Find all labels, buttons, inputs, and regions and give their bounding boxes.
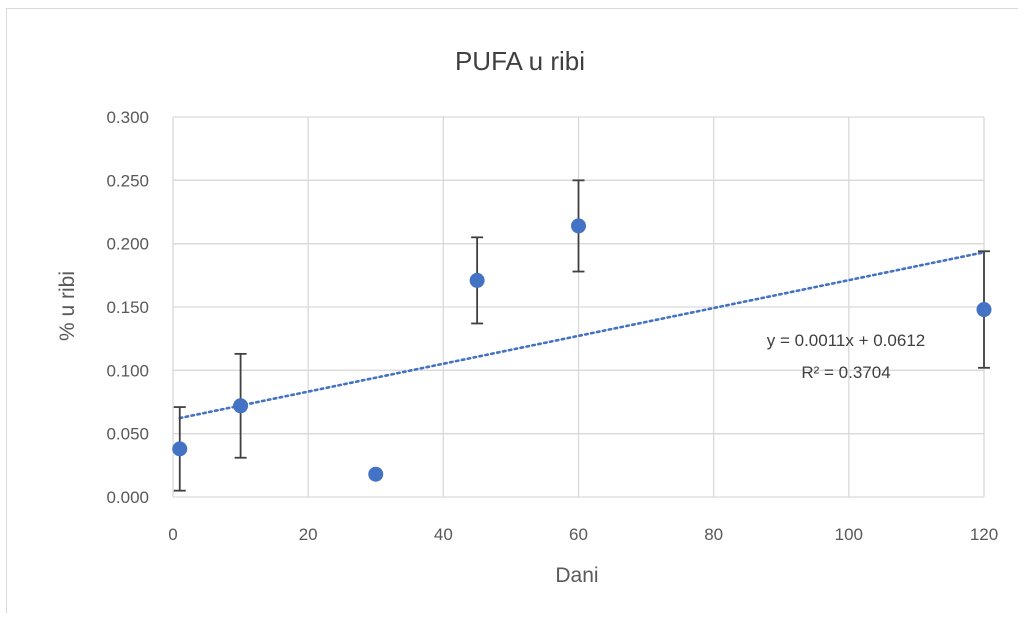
x-axis-title: Dani [555, 564, 598, 587]
y-tick-labels: 0.000 0.050 0.100 0.150 0.200 0.250 0.300 [106, 108, 149, 507]
data-point [976, 302, 992, 318]
y-tick-label: 0.250 [106, 171, 149, 190]
x-tick-label: 20 [299, 525, 318, 544]
x-tick-label: 40 [434, 525, 453, 544]
trendline-r-squared: R² = 0.3704 [801, 363, 890, 382]
trendline-group [178, 250, 986, 420]
data-point [172, 441, 188, 457]
grid-lines [172, 116, 985, 498]
y-tick-label: 0.100 [106, 361, 149, 380]
y-tick-label: 0.050 [106, 425, 149, 444]
y-axis-title: % u ribi [56, 271, 79, 341]
data-point [571, 218, 586, 234]
x-tick-label: 60 [569, 525, 588, 544]
data-point [368, 466, 384, 482]
chart-frame [6, 8, 1018, 613]
y-tick-label: 0.000 [106, 488, 149, 507]
y-tick-label: 0.150 [106, 298, 149, 317]
data-point [469, 272, 485, 288]
trendline-equation: y = 0.0011x + 0.0612 [767, 331, 925, 350]
data-point [233, 398, 249, 414]
x-tick-labels: 0 20 40 60 80 100 120 [168, 525, 998, 544]
x-tick-label: 120 [970, 525, 998, 544]
x-tick-label: 100 [835, 525, 863, 544]
y-tick-label: 0.300 [106, 108, 149, 127]
data-points [172, 218, 992, 482]
x-tick-label: 80 [704, 525, 723, 544]
trendline [178, 250, 986, 420]
chart-title: PUFA u ribi [455, 46, 585, 76]
y-tick-label: 0.200 [106, 235, 149, 254]
x-tick-label: 0 [168, 525, 177, 544]
